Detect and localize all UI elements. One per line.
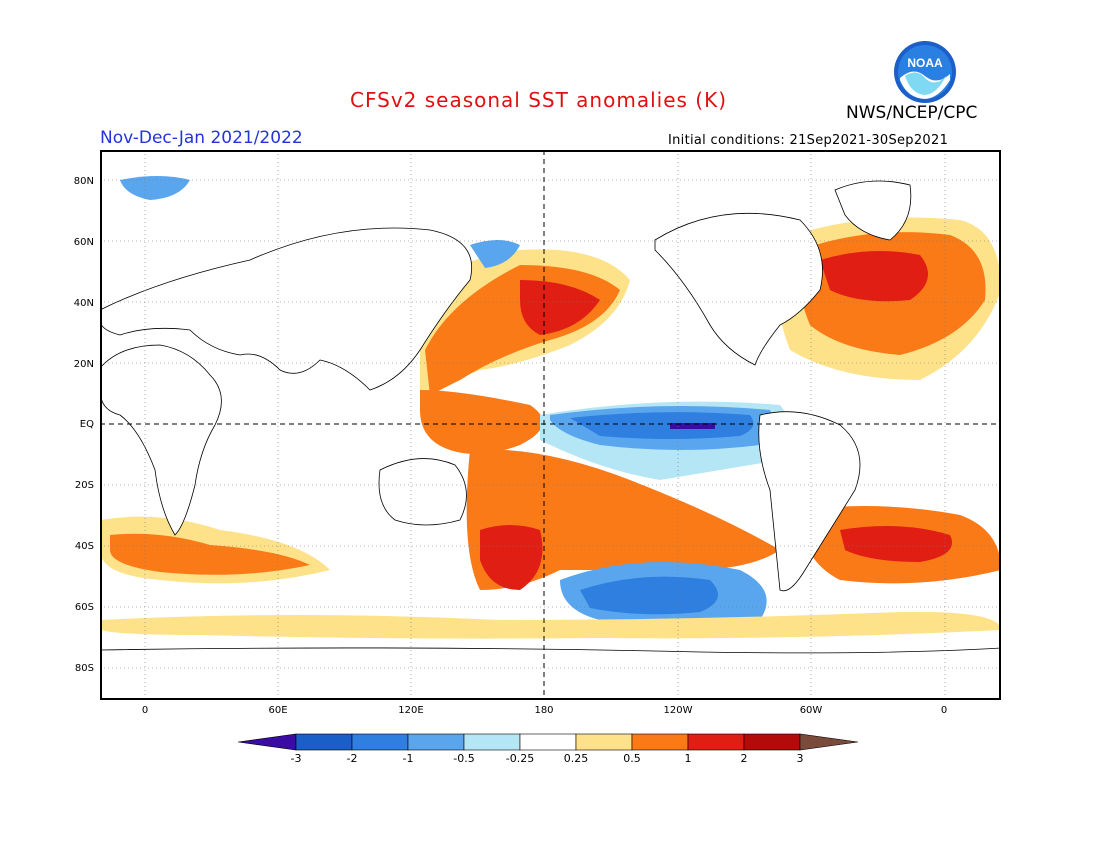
colorbar-arrow-high: [799, 733, 859, 751]
colorbar-swatch: [687, 733, 745, 751]
colorbar-swatch: [295, 733, 353, 751]
anomaly-southern-indian-orange: [110, 533, 310, 575]
anomaly-s-pacific-red: [480, 525, 543, 590]
anomaly-arctic-cold: [120, 176, 190, 200]
lon-label-60e: 60E: [268, 705, 288, 716]
colorbar-tick-label: -3: [290, 752, 302, 765]
colorbar-tick-label: -0.5: [453, 752, 475, 765]
colorbar-tick-label: 1: [684, 752, 692, 765]
lat-label-eq: EQ: [79, 419, 94, 430]
colorbar-tick-label: 2: [740, 752, 748, 765]
lat-label-20n: 20N: [73, 359, 94, 370]
reference-lines: [100, 150, 1001, 700]
anomaly-antarctic-warm: [100, 611, 1001, 639]
logo-text: NOAA: [907, 56, 943, 70]
forecast-period: Nov-Dec-Jan 2021/2022: [100, 128, 303, 148]
colorbar-swatch: [351, 733, 409, 751]
anomaly-cold-tongue-core: [570, 412, 754, 439]
anomaly-s-pacific-cold-core: [580, 576, 718, 615]
colorbar-swatch: [631, 733, 689, 751]
colorbar-swatch: [407, 733, 465, 751]
colorbar-tick-label: -0.25: [505, 752, 535, 765]
colorbar-tick-label: 0.5: [623, 752, 641, 765]
lat-label-40s: 40S: [74, 541, 94, 552]
colorbar-swatch: [743, 733, 801, 751]
lat-label-20s: 20S: [74, 480, 94, 491]
colorbar-tick-label: 0.25: [563, 752, 589, 765]
lat-label-80n: 80N: [73, 176, 94, 187]
land-masses: [100, 180, 1001, 700]
land-north-america: [654, 212, 823, 366]
lat-label-60s: 60S: [74, 602, 94, 613]
sst-anomaly-map: [100, 150, 1001, 700]
lon-label-0-east: 0: [940, 705, 948, 716]
initial-conditions: Initial conditions: 21Sep2021-30Sep2021: [668, 133, 949, 148]
lon-label-180: 180: [534, 705, 554, 716]
colorbar: [238, 733, 859, 751]
anomaly-s-pacific-warm: [466, 449, 780, 590]
lat-label-60n: 60N: [73, 237, 94, 248]
map-title: CFSv2 seasonal SST anomalies (K): [350, 88, 727, 112]
colorbar-tick-label: -2: [346, 752, 358, 765]
land-antarctica: [100, 647, 1001, 700]
anomaly-s-atlantic-red: [840, 526, 952, 562]
anomaly-bering-cold: [470, 240, 520, 268]
lat-label-40n: 40N: [73, 298, 94, 309]
colorbar-swatch: [519, 733, 577, 751]
colorbar-tick-label: -1: [402, 752, 414, 765]
colorbar-swatch: [463, 733, 521, 751]
land-greenland: [834, 180, 912, 241]
colorbar-tick-label: 3: [796, 752, 804, 765]
anomaly-w-pacific: [420, 390, 543, 454]
lat-label-80s: 80S: [74, 663, 94, 674]
lon-label-60w: 60W: [799, 705, 823, 716]
colorbar-swatch: [575, 733, 633, 751]
lon-label-120e: 120E: [398, 705, 424, 716]
agency-label: NWS/NCEP/CPC: [846, 103, 978, 123]
lon-label-120w: 120W: [663, 705, 693, 716]
anomaly-n-atlantic-red: [820, 251, 928, 302]
colorbar-arrow-low: [238, 733, 297, 751]
land-australia: [378, 458, 467, 526]
lon-label-0-west: 0: [141, 705, 149, 716]
anomaly-fields: [100, 176, 1001, 639]
land-eurasia: [100, 227, 472, 391]
anomaly-n-pacific-red: [520, 280, 600, 335]
noaa-logo: NOAA: [894, 41, 956, 103]
